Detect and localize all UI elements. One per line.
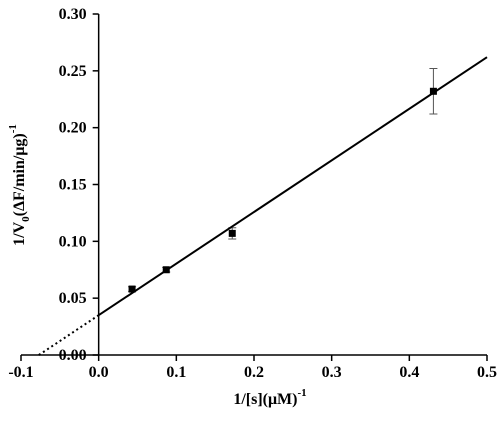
x-tick-label: 0.2 xyxy=(244,364,264,381)
x-tick-label: 0.4 xyxy=(399,364,419,381)
x-label-main: 1/[s](μM) xyxy=(233,391,297,408)
data-point xyxy=(228,229,236,237)
y-tick-label: 0.25 xyxy=(59,63,87,80)
y-tick-label: 0.10 xyxy=(59,233,87,250)
data-point xyxy=(128,285,136,293)
y-label-unit: (ΔF/min/μg) xyxy=(11,133,28,216)
y-label-sup: -1 xyxy=(7,124,19,133)
y-label-sub: 0 xyxy=(20,216,32,222)
x-label-sup: -1 xyxy=(297,387,306,399)
x-tick-label: 0.5 xyxy=(477,364,497,381)
y-tick-label: 0.05 xyxy=(59,290,87,307)
data-point xyxy=(429,87,437,95)
x-tick-label: -0.1 xyxy=(8,364,33,381)
extrapolation-line xyxy=(38,314,100,356)
y-tick-label: 0.30 xyxy=(59,6,87,23)
x-tick-label: 0.3 xyxy=(322,364,342,381)
y-tick-label: 0.15 xyxy=(59,177,87,194)
y-tick-label: 0.00 xyxy=(59,347,87,364)
fit-line xyxy=(98,56,488,317)
x-tick-label: 0.1 xyxy=(166,364,186,381)
y-label-main: 1/V xyxy=(11,221,28,245)
x-axis-label: 1/[s](μM)-1 xyxy=(233,387,306,408)
y-axis-label: 1/V0(ΔF/min/μg)-1 xyxy=(7,124,32,246)
y-tick-label: 0.20 xyxy=(59,120,87,137)
x-tick-label: 0.0 xyxy=(89,364,109,381)
